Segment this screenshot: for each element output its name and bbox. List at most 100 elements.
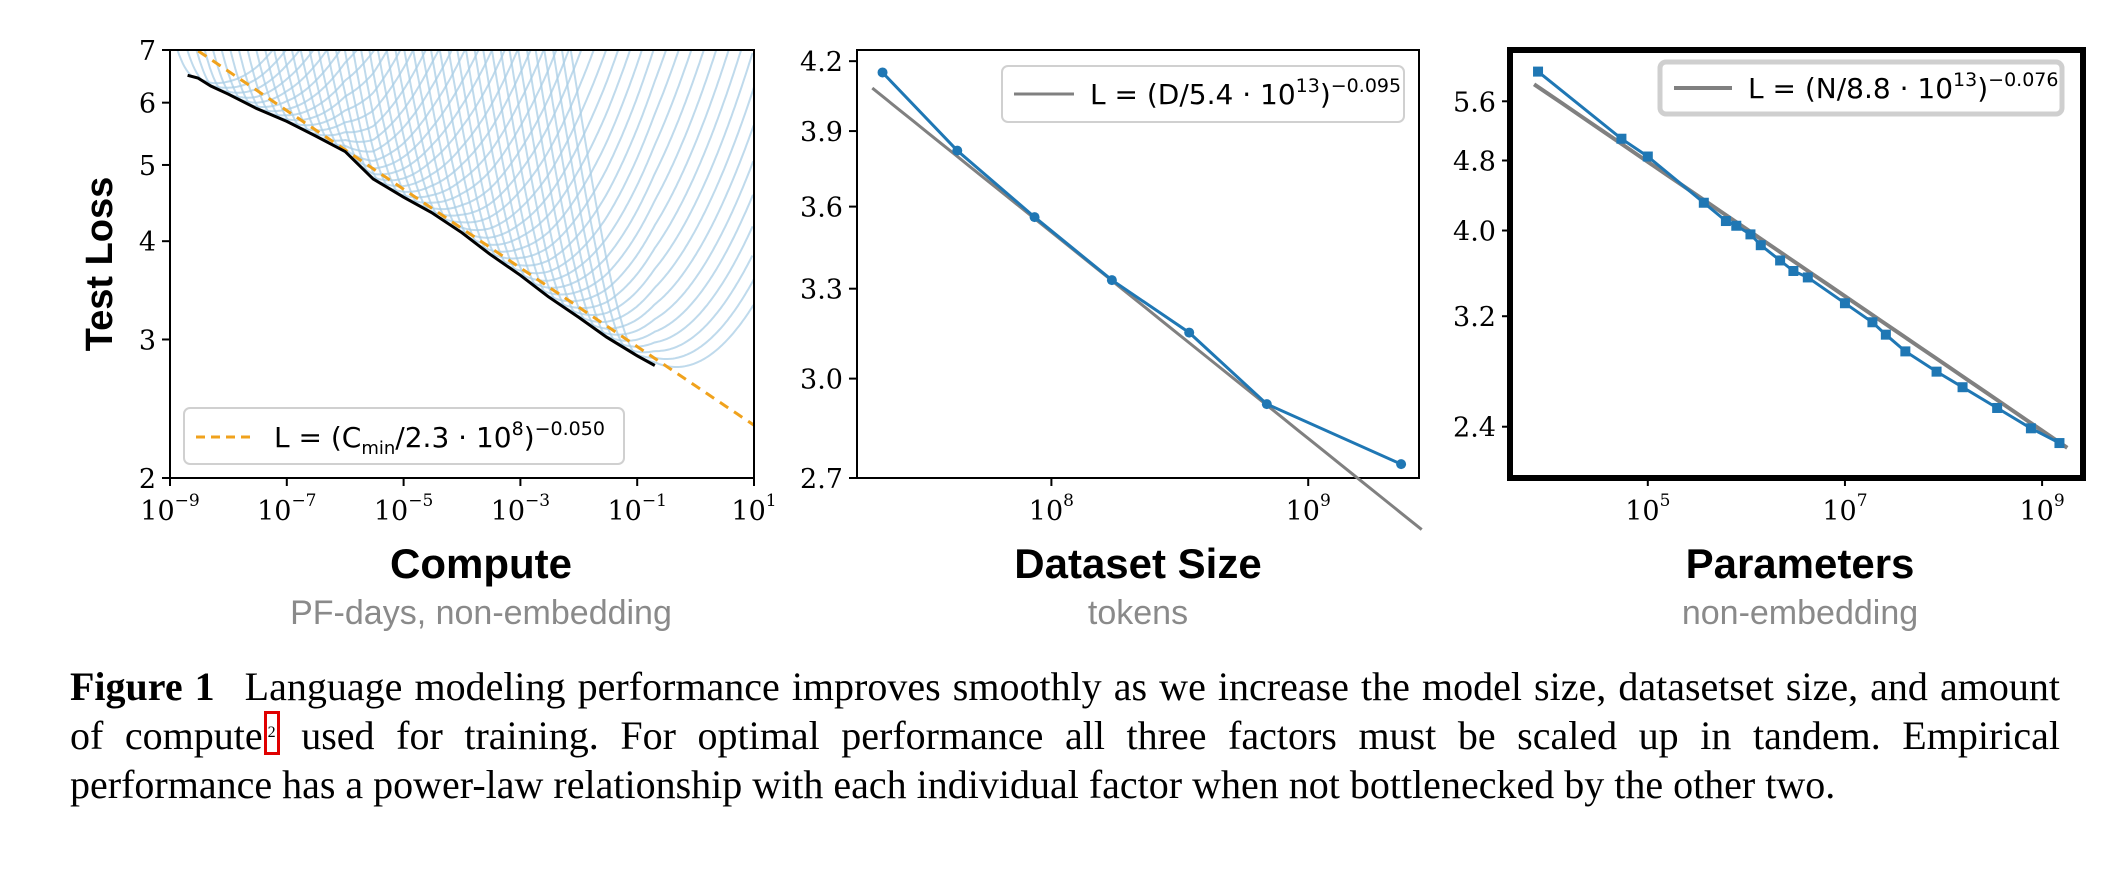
parameters-data-point [1788,265,1799,276]
dataset-xtick-label: 109 [1286,491,1331,527]
parameters-x-title: Parameters [1686,540,1915,587]
dataset-x-title: Dataset Size [1014,540,1261,587]
compute-legend-box [183,407,625,465]
parameters-y-ticks: 2.4 3.2 4.0 4.8 5.6 [1453,87,1510,444]
training-curve [517,50,754,330]
training-curve [508,50,754,323]
training-curve [525,50,754,336]
parameters-data-point [1731,220,1742,231]
training-curve [273,50,427,137]
dataset-fit-line [871,86,1423,531]
dataset-panel: 108 109 2.7 3.0 3.3 3.6 3.9 4.2 L = (D/5.4 · 1… [800,47,1423,632]
training-curve [264,50,415,132]
training-curve [465,50,705,289]
compute-plot-area [176,50,754,427]
parameters-data-point [1957,382,1968,393]
compute-axes-frame [169,49,755,479]
dataset-data-point [952,145,963,156]
dataset-legend-box [1001,65,1405,123]
parameters-data-point [1533,66,1544,77]
compute-xtick-label: 10−5 [374,491,433,527]
parameters-data-point [1720,216,1731,227]
compute-x-subtitle: PF-days, non-embedding [290,594,672,632]
compute-ytick-label: 6 [139,89,156,120]
training-curve [351,50,545,199]
training-curve [412,50,632,246]
dataset-axes-frame [856,49,1420,479]
parameters-plot-area [1532,66,2069,450]
footnote-link[interactable]: 2 [263,711,280,755]
training-curve [473,50,718,296]
compute-legend-label: L = (Cmin/2.3 · 108)−0.050 [274,418,605,459]
dataset-ytick-label: 3.6 [800,193,843,224]
parameters-ytick-label: 3.2 [1453,302,1496,333]
compute-ytick-label: 4 [139,227,156,258]
training-curve [403,50,620,239]
parameters-xtick-label: 105 [1625,491,1670,527]
training-curve [246,50,389,122]
parameters-xtick-label: 107 [1822,491,1867,527]
parameters-legend: L = (N/8.8 · 1013)−0.076 [1657,59,2065,117]
compute-xtick-label: 10−7 [257,491,316,527]
dataset-ytick-label: 3.3 [800,275,843,306]
parameters-data-point [1698,197,1709,208]
training-curve [499,50,754,316]
training-curve [368,50,570,211]
compute-legend: L = (Cmin/2.3 · 108)−0.050 [183,407,625,465]
parameters-data-point [1867,317,1878,328]
dataset-legend: L = (D/5.4 · 1013)−0.095 [1001,65,1405,123]
parameters-axes-frame [1507,47,2086,481]
compute-x-ticks: 10−9 10−7 10−5 10−3 10−1 101 [140,478,777,527]
parameters-data-point [1931,366,1942,377]
parameters-data-point [1755,240,1766,251]
dataset-data-point [1261,399,1272,410]
dataset-x-ticks: 108 109 [1029,478,1331,527]
parameters-panel: 105 107 109 2.4 3.2 4.0 4.8 5.6 L = (N/8.8 · 1… [1453,47,2086,632]
training-curve [490,50,743,309]
dataset-legend-label: L = (D/5.4 · 1013)−0.095 [1090,75,1401,111]
parameters-xtick-label: 109 [2020,491,2065,527]
parameters-data-point [1992,402,2003,413]
dataset-data-point [1184,327,1195,338]
parameters-data-point [1880,329,1891,340]
parameters-legend-label: L = (N/8.8 · 1013)−0.076 [1748,69,2058,105]
training-curve [394,50,608,232]
training-curve [282,50,440,143]
training-curve [421,50,643,253]
parameters-x-subtitle: non-embedding [1682,594,1918,632]
parameters-data-point [1745,229,1756,240]
parameters-data-point [1616,133,1627,144]
training-curve [308,50,480,170]
dataset-ytick-label: 3.0 [800,365,843,396]
compute-xtick-label: 10−9 [140,491,199,527]
dataset-data-point [1106,275,1117,286]
parameters-data-point [1839,298,1850,309]
dataset-ytick-label: 4.2 [800,47,843,78]
training-curve [482,50,730,303]
footnote-number: 2 [267,724,276,741]
parameters-data-point [2054,438,2065,449]
dataset-data-point [1396,459,1407,470]
training-curve [552,50,754,354]
compute-ytick-label: 2 [139,464,156,495]
parameters-ytick-label: 4.8 [1453,146,1496,177]
training-curve [569,50,754,368]
figure-1: 10−9 10−7 10−5 10−3 10−1 101 2 3 4 5 6 7 Test Loss… [79,36,2086,632]
compute-x-title: Compute [390,540,572,587]
compute-xtick-label: 101 [731,491,776,527]
compute-y-ticks: 2 3 4 5 6 7 [139,36,170,495]
compute-fit-line [194,50,754,427]
dataset-data-point [877,67,888,78]
compute-xtick-label: 10−3 [491,491,550,527]
training-curve [543,50,754,348]
dataset-plot-area [871,67,1423,531]
figure-caption: Figure 1 Language modeling performance im… [70,662,2060,809]
dataset-ytick-label: 3.9 [800,117,843,148]
parameters-data-point [1775,255,1786,266]
parameters-data-point [1802,272,1813,283]
dataset-y-ticks: 2.7 3.0 3.3 3.6 3.9 4.2 [800,47,857,495]
caption-text-part1: Language modeling performance improves s… [70,664,2061,758]
y-axis-title: Test Loss [79,177,121,352]
training-curve [360,50,558,204]
compute-ytick-label: 7 [139,36,156,67]
